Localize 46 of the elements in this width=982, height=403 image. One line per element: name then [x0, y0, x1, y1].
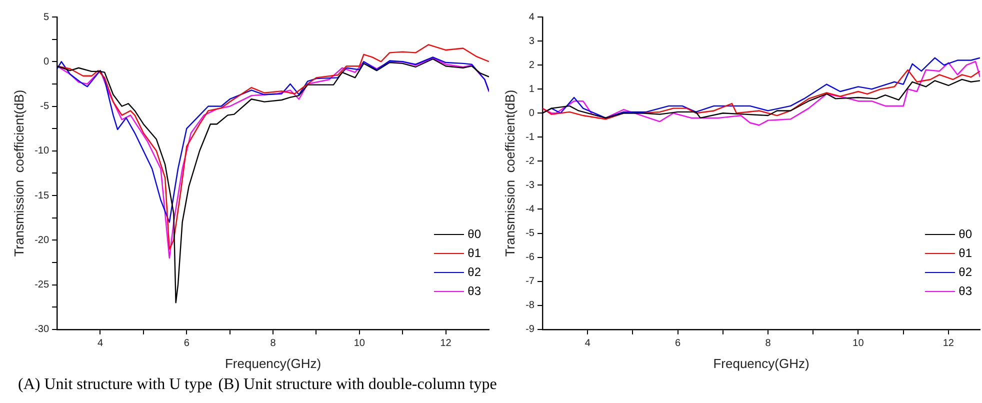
- y-tick-label: -10: [34, 146, 50, 157]
- x-tick-label: 12: [440, 338, 452, 350]
- legend-label: θ2: [468, 264, 481, 281]
- x-tick-label: 10: [354, 338, 366, 350]
- legend-label: θ3: [468, 283, 481, 300]
- y-tick-label: -9: [526, 324, 535, 336]
- y-axis-title: Transmission coefficient(dB): [502, 90, 518, 257]
- y-tick-label: -30: [34, 324, 50, 336]
- y-tick-label: -8: [526, 300, 535, 312]
- x-axis-title: Frequency(GHz): [713, 356, 810, 371]
- legend-label: θ1: [468, 245, 481, 262]
- x-tick-label: 4: [97, 338, 104, 350]
- y-tick-label: 1: [528, 84, 535, 95]
- x-axis-title: Frequency(GHz): [224, 356, 322, 371]
- legend-label: θ0: [958, 226, 972, 243]
- y-tick-label: 4: [528, 12, 535, 23]
- y-tick-label: 0: [528, 108, 535, 119]
- y-tick-label: -6: [526, 252, 535, 264]
- y-tick-label: -5: [40, 101, 50, 112]
- y-tick-label: 2: [528, 60, 535, 71]
- legend-label: θ1: [958, 245, 972, 262]
- x-tick-label: 8: [270, 338, 276, 350]
- legend-label: θ0: [468, 226, 481, 243]
- x-tick-label: 6: [184, 338, 190, 350]
- x-tick-label: 6: [675, 338, 682, 350]
- y-tick-label: -15: [34, 190, 50, 202]
- text: (B) Unit structure with double-column type: [218, 376, 497, 394]
- x-tick-label: 10: [852, 338, 864, 350]
- x-tick-label: 8: [765, 338, 772, 350]
- x-tick-label: 12: [942, 338, 954, 350]
- text: (A) Unit structure with U type: [18, 376, 212, 394]
- y-axis-title: Transmission coefficient(dB): [11, 90, 26, 257]
- y-tick-label: -3: [526, 180, 535, 191]
- y-tick-label: -5: [526, 228, 535, 240]
- y-tick-label: 0: [43, 56, 50, 68]
- y-tick-label: -7: [526, 276, 535, 288]
- legend-label: θ2: [958, 264, 972, 281]
- y-tick-label: -2: [526, 156, 535, 167]
- y-tick-label: 3: [528, 36, 535, 47]
- y-tick-label: 5: [43, 12, 50, 23]
- x-tick-label: 4: [584, 338, 591, 350]
- y-tick-label: -4: [526, 204, 535, 215]
- y-tick-label: -1: [526, 132, 535, 143]
- y-tick-label: -20: [34, 234, 50, 246]
- legend-label: θ3: [958, 283, 972, 300]
- y-tick-label: -25: [34, 280, 50, 291]
